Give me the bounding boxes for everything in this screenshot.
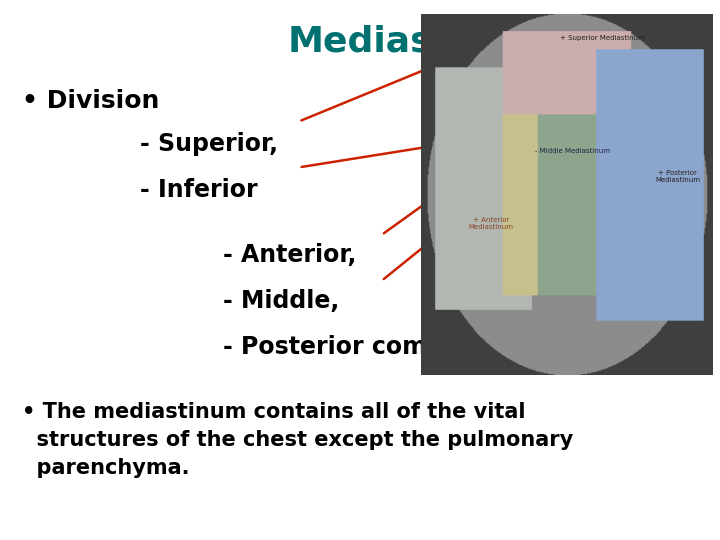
- Text: - Superior,: - Superior,: [140, 132, 279, 156]
- Text: • Division: • Division: [22, 89, 159, 113]
- Text: • The mediastinum contains all of the vital
  structures of the chest except the: • The mediastinum contains all of the vi…: [22, 402, 573, 478]
- Text: + Posterior
Mediastinum: + Posterior Mediastinum: [655, 170, 701, 183]
- Text: Mediastinum: Mediastinum: [288, 24, 552, 58]
- Text: - Anterior,: - Anterior,: [223, 243, 356, 267]
- Text: - Middle,: - Middle,: [223, 289, 339, 313]
- Text: - Inferior: - Inferior: [140, 178, 258, 202]
- Text: - Posterior compartments.: - Posterior compartments.: [223, 335, 575, 359]
- Text: + Superior Mediastinum: + Superior Mediastinum: [559, 35, 644, 41]
- Text: - Middle Mediastinum: - Middle Mediastinum: [536, 148, 611, 154]
- Text: + Anterior
Mediastinum: + Anterior Mediastinum: [469, 217, 513, 230]
